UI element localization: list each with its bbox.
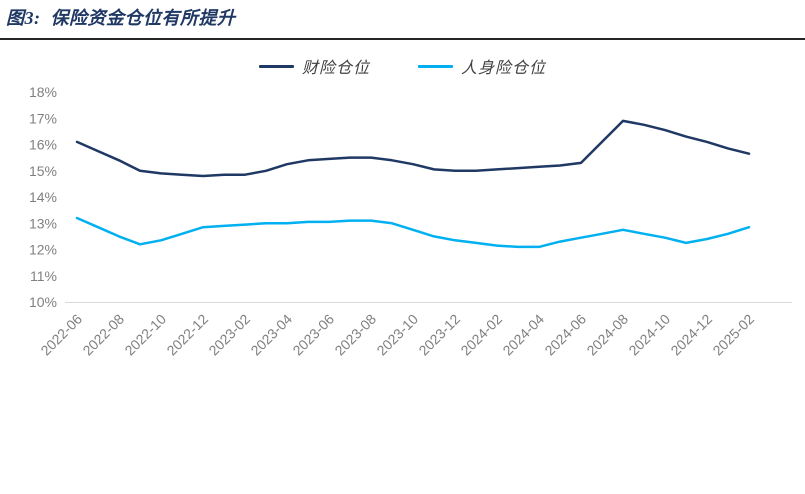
x-axis-tick-label: 2024-08 xyxy=(583,311,631,359)
y-axis-tick-label: 10% xyxy=(29,294,57,310)
y-axis-tick-label: 14% xyxy=(29,189,57,205)
figure-title: 图3: 保险资金仓位有所提升 xyxy=(6,8,236,28)
x-axis-tick-label: 2024-12 xyxy=(667,311,715,359)
x-axis-tick-label: 2023-06 xyxy=(289,311,337,359)
chart-plot-svg: 18% 17% 16% 15% 14% 13% 12% 11% 10%2022-062022-0… xyxy=(29,84,792,359)
x-axis-tick-label: 2025-02 xyxy=(709,311,757,359)
y-axis-tick-label: 18% xyxy=(29,84,57,100)
x-axis-tick-label: 2022-06 xyxy=(37,311,85,359)
x-axis-tick-label: 2023-08 xyxy=(331,311,379,359)
x-axis-tick-label: 2022-12 xyxy=(163,311,211,359)
series-line-life-insurance xyxy=(75,216,751,249)
x-axis-tick-label: 2024-10 xyxy=(625,311,673,359)
x-axis-tick-label: 2023-02 xyxy=(205,311,253,359)
series-line-property-insurance xyxy=(75,119,751,178)
y-axis-tick-label: 16% xyxy=(29,137,57,153)
x-axis-tick-label: 2024-02 xyxy=(457,311,505,359)
y-axis-tick-label: 17% xyxy=(29,110,57,126)
x-axis-tick-label: 2023-10 xyxy=(373,311,421,359)
y-axis-tick-label: 13% xyxy=(29,215,57,231)
x-axis-tick-label: 2022-10 xyxy=(121,311,169,359)
y-axis-tick-label: 11% xyxy=(30,268,57,284)
x-axis-tick-label: 2023-12 xyxy=(415,311,463,359)
line-chart: 财险仓位 人身险仓位 18% 17% 16% 15% 14% 13% 12% 11% 10% 20… xyxy=(0,42,805,494)
y-axis-tick-label: 15% xyxy=(29,163,57,179)
title-separator-line xyxy=(0,38,805,40)
x-axis-tick-label: 2024-06 xyxy=(541,311,589,359)
x-axis-tick-label: 2022-08 xyxy=(79,311,127,359)
x-axis-tick-label: 2024-04 xyxy=(499,311,547,359)
y-axis-tick-label: 12% xyxy=(29,242,57,258)
x-axis-tick-label: 2023-04 xyxy=(247,311,295,359)
